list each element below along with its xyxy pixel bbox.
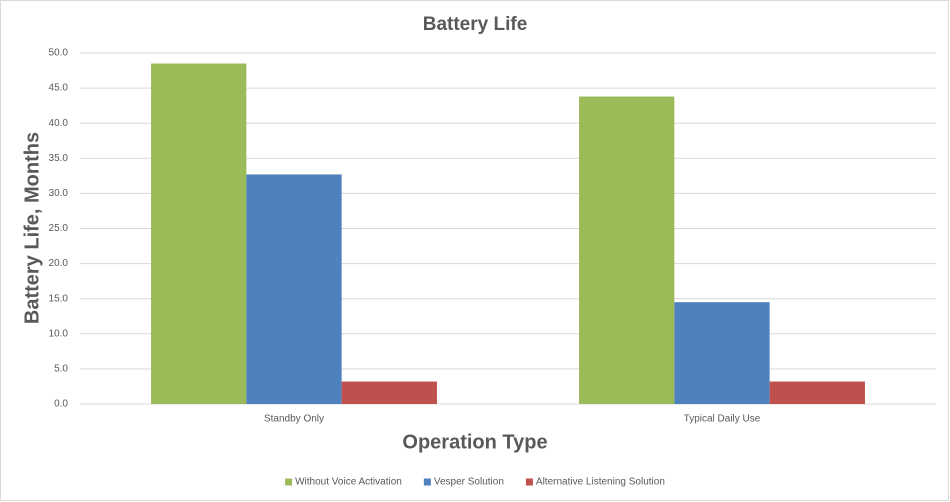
bar xyxy=(246,174,342,404)
legend-label: Alternative Listening Solution xyxy=(536,477,665,488)
bar xyxy=(151,63,247,404)
legend-swatch xyxy=(525,478,533,486)
legend-label: Vesper Solution xyxy=(434,477,504,488)
y-tick-label: 20.0 xyxy=(49,258,69,269)
bar xyxy=(341,381,437,404)
legend-label: Without Voice Activation xyxy=(295,477,402,488)
y-axis-title: Battery Life, Months xyxy=(21,132,43,324)
legend-swatch xyxy=(285,478,293,486)
y-tick-label: 45.0 xyxy=(49,83,69,94)
bar xyxy=(769,381,865,404)
legend-swatch xyxy=(423,478,431,486)
y-tick-label: 40.0 xyxy=(49,118,69,129)
chart-title: Battery Life xyxy=(423,14,528,35)
y-tick-label: 0.0 xyxy=(54,399,68,410)
x-axis-title: Operation Type xyxy=(402,431,547,453)
y-tick-label: 50.0 xyxy=(49,48,69,59)
y-tick-label: 35.0 xyxy=(49,153,69,164)
x-tick-label: Typical Daily Use xyxy=(684,414,761,425)
bar xyxy=(579,96,675,405)
y-tick-label: 25.0 xyxy=(49,223,69,234)
y-tick-label: 10.0 xyxy=(49,328,69,339)
y-tick-label: 30.0 xyxy=(49,188,69,199)
y-tick-label: 5.0 xyxy=(54,364,68,375)
bar xyxy=(674,302,770,404)
y-tick-label: 15.0 xyxy=(49,293,69,304)
x-tick-label: Standby Only xyxy=(264,414,324,425)
